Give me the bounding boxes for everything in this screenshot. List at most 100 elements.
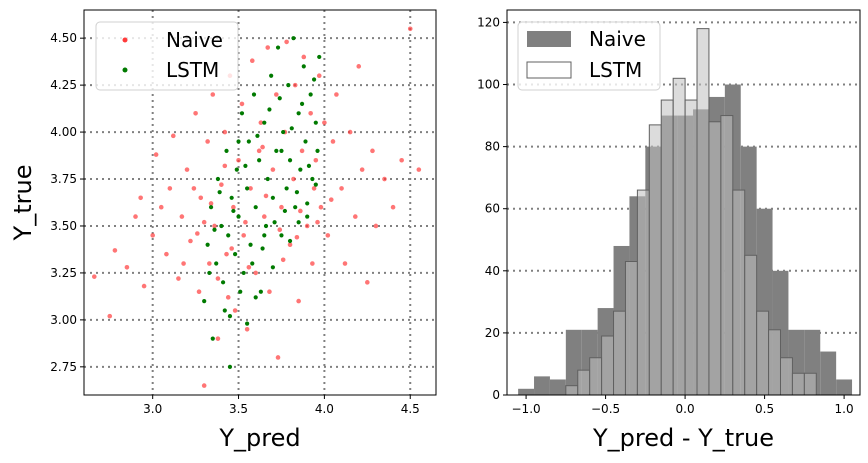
y-tick-label: 0 [492, 388, 500, 402]
histogram-bar-lstm [672, 77, 686, 396]
scatter-point-naive [222, 163, 228, 169]
scatter-point-naive [284, 39, 289, 45]
scatter-point-naive [207, 261, 212, 266]
histogram-bar-lstm [756, 310, 770, 396]
scatter-point-naive [124, 264, 130, 270]
scatter-point-lstm [296, 220, 301, 225]
scatter-point-naive [308, 110, 313, 116]
scatter-point-lstm [279, 233, 284, 238]
scatter-point-lstm [258, 289, 263, 294]
scatter-point-lstm [305, 214, 310, 219]
scatter-point-naive [239, 101, 245, 107]
x-tick-label: 4.0 [315, 402, 334, 416]
scatter-x-axis-label: Y_pred [218, 424, 300, 452]
scatter-point-lstm [270, 195, 275, 200]
histogram-bar-lstm [696, 28, 710, 396]
scatter-point-lstm [253, 295, 258, 300]
scatter-point-lstm [272, 220, 277, 225]
scatter-point-naive [232, 308, 238, 313]
histogram-bar-lstm [768, 329, 781, 396]
scatter-point-naive [263, 193, 269, 199]
scatter-point-naive [219, 182, 224, 187]
histogram-bar-lstm [791, 372, 805, 396]
histogram-bar-lstm [565, 385, 579, 396]
scatter-point-lstm [303, 139, 308, 144]
scatter-point-naive [167, 186, 173, 191]
scatter-point-naive [299, 148, 305, 154]
scatter-point-naive [328, 197, 334, 202]
x-tick-label: −0.5 [591, 402, 620, 416]
scatter-point-naive [365, 280, 370, 285]
histogram-x-axis-label: Y_pred - Y_true [592, 424, 774, 452]
scatter-point-naive [253, 270, 259, 276]
scatter-point-lstm [234, 167, 239, 172]
scatter-point-lstm [219, 223, 224, 229]
scatter-point-lstm [208, 205, 214, 210]
scatter-point-naive [304, 223, 310, 229]
histogram-bar-lstm [601, 335, 615, 396]
scatter-point-naive [291, 176, 296, 182]
scatter-point-naive [416, 167, 422, 172]
scatter-point-naive [370, 148, 375, 154]
scatter-point-lstm [270, 265, 275, 270]
scatter-y-axis-label: Y_true [9, 165, 37, 242]
histogram-bar-lstm [636, 189, 650, 396]
scatter-point-naive [176, 276, 181, 281]
scatter-point-lstm [294, 190, 300, 195]
histogram-bar-lstm [779, 357, 793, 396]
scatter-point-naive [359, 167, 365, 172]
histogram-bar-lstm [660, 99, 674, 396]
scatter-point-naive [141, 283, 147, 289]
scatter-point-lstm [233, 252, 238, 257]
scatter-point-naive [339, 186, 344, 191]
scatter-point-naive [315, 219, 320, 225]
scatter-legend-box [95, 21, 239, 91]
histogram-bar-lstm [624, 260, 638, 396]
scatter-point-naive [244, 326, 250, 332]
scatter-point-lstm [202, 298, 207, 304]
scatter-point-naive [210, 92, 216, 97]
scatter-point-lstm [274, 148, 279, 153]
scatter-point-lstm [236, 214, 241, 219]
scatter-point-naive [184, 167, 190, 172]
legend-marker-naive [122, 37, 128, 43]
scatter-point-lstm [245, 321, 250, 326]
scatter-point-lstm [239, 111, 245, 116]
histogram-bar-lstm [720, 115, 734, 396]
scatter-point-naive [208, 201, 214, 206]
scatter-point-naive [205, 139, 210, 144]
scatter-point-naive [298, 208, 303, 214]
scatter-point-naive [215, 336, 221, 341]
scatter-point-lstm [257, 158, 262, 163]
scatter-point-lstm [205, 242, 210, 247]
scatter-point-naive [246, 264, 252, 270]
scatter-point-lstm [214, 261, 219, 266]
scatter-point-naive [195, 231, 200, 236]
scatter-point-naive [277, 227, 283, 233]
scatter-point-naive [260, 144, 265, 150]
scatter-point-lstm [260, 246, 265, 251]
scatter-point-naive [215, 276, 221, 281]
scatter-point-naive [256, 148, 262, 154]
scatter-point-lstm [313, 120, 318, 125]
scatter-point-lstm [298, 167, 303, 172]
scatter-point-lstm [222, 308, 227, 313]
histogram-bar-lstm [803, 372, 817, 396]
scatter-x-ticks: 3.0 3.5 4.0 4.5 [143, 395, 420, 416]
x-tick-label: 0.0 [676, 402, 695, 416]
histogram-bar-lstm [613, 310, 626, 396]
scatter-point-lstm [220, 280, 226, 285]
scatter-point-naive [280, 257, 286, 263]
y-tick-label: 120 [477, 15, 500, 29]
scatter-point-naive [325, 233, 331, 238]
scatter-point-lstm [293, 205, 298, 210]
scatter-point-lstm [305, 201, 310, 206]
scatter-point-naive [311, 186, 317, 191]
legend-label-lstm: LSTM [589, 58, 642, 82]
y-tick-label: 3.25 [50, 266, 77, 280]
histogram-bar-lstm [684, 99, 698, 396]
scatter-point-lstm [308, 92, 313, 97]
scatter-point-lstm [253, 205, 258, 210]
scatter-points [92, 26, 422, 388]
legend-label-lstm: LSTM [166, 58, 219, 82]
